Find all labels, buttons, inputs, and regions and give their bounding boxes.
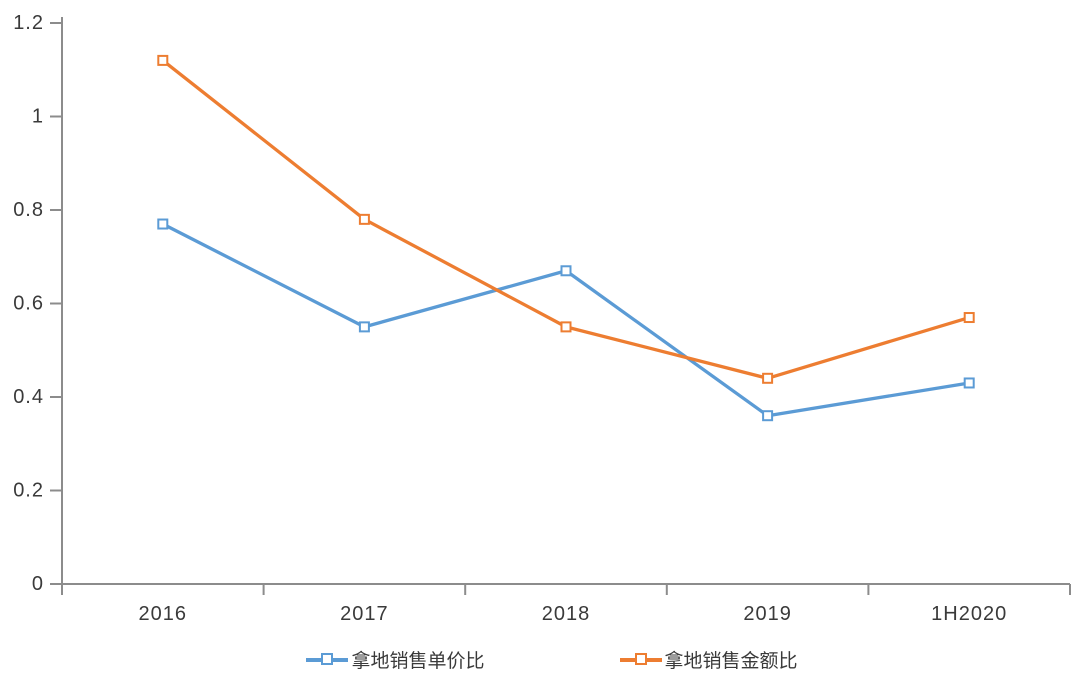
legend-item-amount-ratio: 拿地销售金额比 bbox=[619, 646, 798, 673]
legend-line-square-marker-blue bbox=[306, 653, 349, 666]
series-line-0 bbox=[162, 222, 970, 418]
data-point-marker bbox=[963, 377, 975, 389]
x-tick-label: 2019 bbox=[743, 603, 792, 625]
x-tick-label: 1H2020 bbox=[931, 603, 1007, 625]
data-point-marker bbox=[560, 321, 572, 333]
data-point-marker bbox=[560, 265, 572, 277]
y-tick-label: 0 bbox=[32, 573, 44, 595]
legend-line-square-marker-orange bbox=[619, 653, 662, 666]
data-point-marker bbox=[157, 54, 169, 66]
x-tick-label: 2017 bbox=[340, 603, 389, 625]
y-tick-label: 0.4 bbox=[13, 386, 44, 408]
data-point-marker bbox=[762, 410, 774, 422]
legend-label-unit-price-ratio: 拿地销售单价比 bbox=[351, 651, 485, 672]
x-tick-label: 2016 bbox=[139, 603, 188, 625]
data-point-marker bbox=[358, 321, 370, 333]
y-tick-label: 0.8 bbox=[13, 199, 44, 221]
y-tick-label: 0.6 bbox=[13, 293, 44, 315]
chart-legend: 拿地销售单价比 拿地销售金额比 bbox=[12, 630, 1080, 673]
plot-area: 0 0.2 0.4 0.6 0.8 1 1.2 2016 2017 2018 2019 1H2020 bbox=[13, 12, 1071, 625]
y-tick-label: 0.2 bbox=[13, 480, 44, 502]
data-point-marker bbox=[762, 372, 774, 384]
legend-item-unit-price-ratio: 拿地销售单价比 bbox=[306, 646, 485, 673]
data-point-marker bbox=[358, 213, 370, 225]
y-tick-label: 1 bbox=[32, 106, 44, 128]
data-point-marker bbox=[157, 218, 169, 230]
legend-label-amount-ratio: 拿地销售金额比 bbox=[664, 651, 798, 672]
x-tick-label: 2018 bbox=[542, 603, 591, 625]
y-tick-label: 1.2 bbox=[13, 12, 44, 34]
data-point-marker bbox=[963, 312, 975, 324]
